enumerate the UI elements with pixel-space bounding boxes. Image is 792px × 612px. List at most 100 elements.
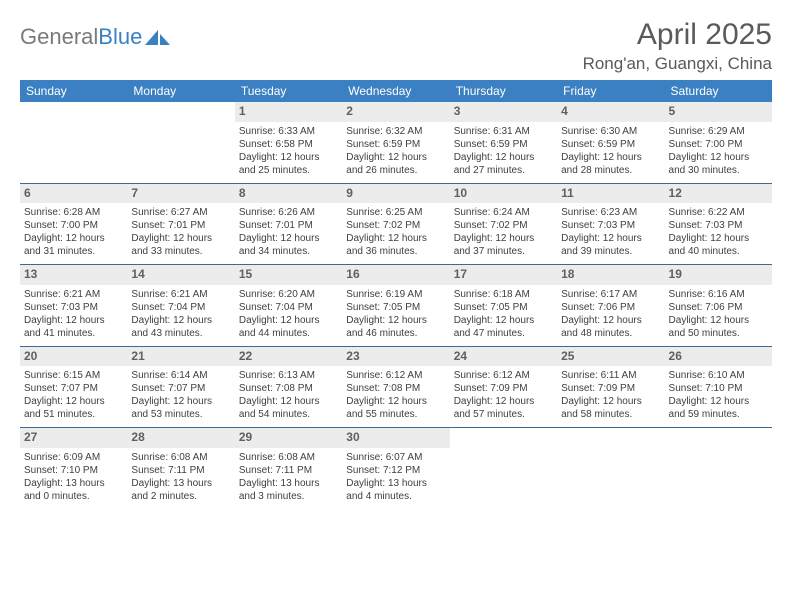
day-cell	[450, 428, 557, 509]
weeks-container: 1Sunrise: 6:33 AMSunset: 6:58 PMDaylight…	[20, 102, 772, 509]
day-cell: 21 Sunrise: 6:14 AMSunset: 7:07 PMDayligh…	[127, 347, 234, 428]
day-cell: 16Sunrise: 6:19 AMSunset: 7:05 PMDayligh…	[342, 265, 449, 346]
day-cell: 17Sunrise: 6:18 AMSunset: 7:05 PMDayligh…	[450, 265, 557, 346]
day-cell: 24Sunrise: 6:12 AMSunset: 7:09 PMDayligh…	[450, 347, 557, 428]
day-number: 19	[665, 265, 772, 285]
day-number: 17	[450, 265, 557, 285]
header: GeneralBlue April 2025 Rong'an, Guangxi,…	[20, 18, 772, 74]
sunrise-line: Sunrise: 6:14 AM	[131, 369, 230, 382]
logo: GeneralBlue	[20, 18, 171, 50]
sunrise-line: Sunrise: 6:20 AM	[239, 288, 338, 301]
day-cell: 27Sunrise: 6:09 AMSunset: 7:10 PMDayligh…	[20, 428, 127, 509]
daylight-line: Daylight: 12 hours and 27 minutes.	[454, 151, 553, 177]
location-text: Rong'an, Guangxi, China	[583, 54, 772, 74]
daylight-line: Daylight: 12 hours and 53 minutes.	[131, 395, 230, 421]
sunrise-line: Sunrise: 6:29 AM	[669, 125, 768, 138]
sunrise-line: Sunrise: 6:27 AM	[131, 206, 230, 219]
day-number: 12	[665, 184, 772, 204]
day-number: 21	[127, 347, 234, 367]
week-row: 20Sunrise: 6:15 AMSunset: 7:07 PMDayligh…	[20, 347, 772, 429]
daylight-line: Daylight: 12 hours and 25 minutes.	[239, 151, 338, 177]
day-number: 4	[557, 102, 664, 122]
day-cell: 26Sunrise: 6:10 AMSunset: 7:10 PMDayligh…	[665, 347, 772, 428]
day-cell: 7 Sunrise: 6:27 AMSunset: 7:01 PMDaylight…	[127, 184, 234, 265]
sunset-line: Sunset: 7:09 PM	[561, 382, 660, 395]
day-cell: 29Sunrise: 6:08 AMSunset: 7:11 PMDayligh…	[235, 428, 342, 509]
day-number: 28	[127, 428, 234, 448]
sunset-line: Sunset: 7:05 PM	[454, 301, 553, 314]
sunset-line: Sunset: 7:07 PM	[131, 382, 230, 395]
days-of-week-header: SundayMondayTuesdayWednesdayThursdayFrid…	[20, 80, 772, 102]
daylight-line: Daylight: 13 hours and 0 minutes.	[24, 477, 123, 503]
day-cell: 13Sunrise: 6:21 AMSunset: 7:03 PMDayligh…	[20, 265, 127, 346]
day-cell: 9Sunrise: 6:25 AMSunset: 7:02 PMDaylight…	[342, 184, 449, 265]
logo-text-gray: General	[20, 24, 98, 50]
calendar: SundayMondayTuesdayWednesdayThursdayFrid…	[20, 80, 772, 509]
sunrise-line: Sunrise: 6:19 AM	[346, 288, 445, 301]
day-cell: 15Sunrise: 6:20 AMSunset: 7:04 PMDayligh…	[235, 265, 342, 346]
dow-cell: Wednesday	[342, 80, 449, 102]
week-row: 6Sunrise: 6:28 AMSunset: 7:00 PMDaylight…	[20, 184, 772, 266]
sunrise-line: Sunrise: 6:21 AM	[131, 288, 230, 301]
sunrise-line: Sunrise: 6:10 AM	[669, 369, 768, 382]
sunrise-line: Sunrise: 6:24 AM	[454, 206, 553, 219]
sunrise-line: Sunrise: 6:26 AM	[239, 206, 338, 219]
day-number: 18	[557, 265, 664, 285]
sunset-line: Sunset: 6:59 PM	[454, 138, 553, 151]
day-number: 14	[127, 265, 234, 285]
daylight-line: Daylight: 13 hours and 4 minutes.	[346, 477, 445, 503]
daylight-line: Daylight: 12 hours and 55 minutes.	[346, 395, 445, 421]
week-row: 13Sunrise: 6:21 AMSunset: 7:03 PMDayligh…	[20, 265, 772, 347]
day-number: 20	[20, 347, 127, 367]
daylight-line: Daylight: 12 hours and 54 minutes.	[239, 395, 338, 421]
sunrise-line: Sunrise: 6:22 AM	[669, 206, 768, 219]
sunset-line: Sunset: 7:00 PM	[669, 138, 768, 151]
sunrise-line: Sunrise: 6:32 AM	[346, 125, 445, 138]
day-cell	[20, 102, 127, 183]
day-cell: 28Sunrise: 6:08 AMSunset: 7:11 PMDayligh…	[127, 428, 234, 509]
daylight-line: Daylight: 12 hours and 31 minutes.	[24, 232, 123, 258]
sunset-line: Sunset: 7:02 PM	[454, 219, 553, 232]
sunset-line: Sunset: 7:03 PM	[669, 219, 768, 232]
sunrise-line: Sunrise: 6:12 AM	[454, 369, 553, 382]
sunrise-line: Sunrise: 6:08 AM	[131, 451, 230, 464]
sunset-line: Sunset: 7:06 PM	[561, 301, 660, 314]
day-number: 2	[342, 102, 449, 122]
sunset-line: Sunset: 6:59 PM	[346, 138, 445, 151]
day-number: 25	[557, 347, 664, 367]
sunset-line: Sunset: 7:01 PM	[239, 219, 338, 232]
day-number: 16	[342, 265, 449, 285]
day-cell	[127, 102, 234, 183]
sunrise-line: Sunrise: 6:17 AM	[561, 288, 660, 301]
sunrise-line: Sunrise: 6:21 AM	[24, 288, 123, 301]
title-block: April 2025 Rong'an, Guangxi, China	[583, 18, 772, 74]
day-cell: 3 Sunrise: 6:31 AMSunset: 6:59 PMDaylight…	[450, 102, 557, 183]
day-number: 9	[342, 184, 449, 204]
day-number: 7	[127, 184, 234, 204]
daylight-line: Daylight: 12 hours and 50 minutes.	[669, 314, 768, 340]
sunset-line: Sunset: 7:08 PM	[239, 382, 338, 395]
day-cell: 12Sunrise: 6:22 AMSunset: 7:03 PMDayligh…	[665, 184, 772, 265]
daylight-line: Daylight: 12 hours and 44 minutes.	[239, 314, 338, 340]
sunrise-line: Sunrise: 6:31 AM	[454, 125, 553, 138]
sunset-line: Sunset: 7:08 PM	[346, 382, 445, 395]
sunrise-line: Sunrise: 6:11 AM	[561, 369, 660, 382]
sunset-line: Sunset: 7:11 PM	[131, 464, 230, 477]
sunrise-line: Sunrise: 6:09 AM	[24, 451, 123, 464]
daylight-line: Daylight: 12 hours and 33 minutes.	[131, 232, 230, 258]
day-number: 3	[450, 102, 557, 122]
sunset-line: Sunset: 7:06 PM	[669, 301, 768, 314]
day-number: 13	[20, 265, 127, 285]
sunset-line: Sunset: 6:58 PM	[239, 138, 338, 151]
sunrise-line: Sunrise: 6:08 AM	[239, 451, 338, 464]
sunset-line: Sunset: 7:01 PM	[131, 219, 230, 232]
day-cell: 22Sunrise: 6:13 AMSunset: 7:08 PMDayligh…	[235, 347, 342, 428]
daylight-line: Daylight: 12 hours and 43 minutes.	[131, 314, 230, 340]
daylight-line: Daylight: 12 hours and 57 minutes.	[454, 395, 553, 421]
day-cell: 30Sunrise: 6:07 AMSunset: 7:12 PMDayligh…	[342, 428, 449, 509]
day-cell: 10Sunrise: 6:24 AMSunset: 7:02 PMDayligh…	[450, 184, 557, 265]
week-row: 1Sunrise: 6:33 AMSunset: 6:58 PMDaylight…	[20, 102, 772, 184]
sunset-line: Sunset: 7:03 PM	[561, 219, 660, 232]
day-number: 23	[342, 347, 449, 367]
logo-text-blue: Blue	[98, 24, 142, 50]
